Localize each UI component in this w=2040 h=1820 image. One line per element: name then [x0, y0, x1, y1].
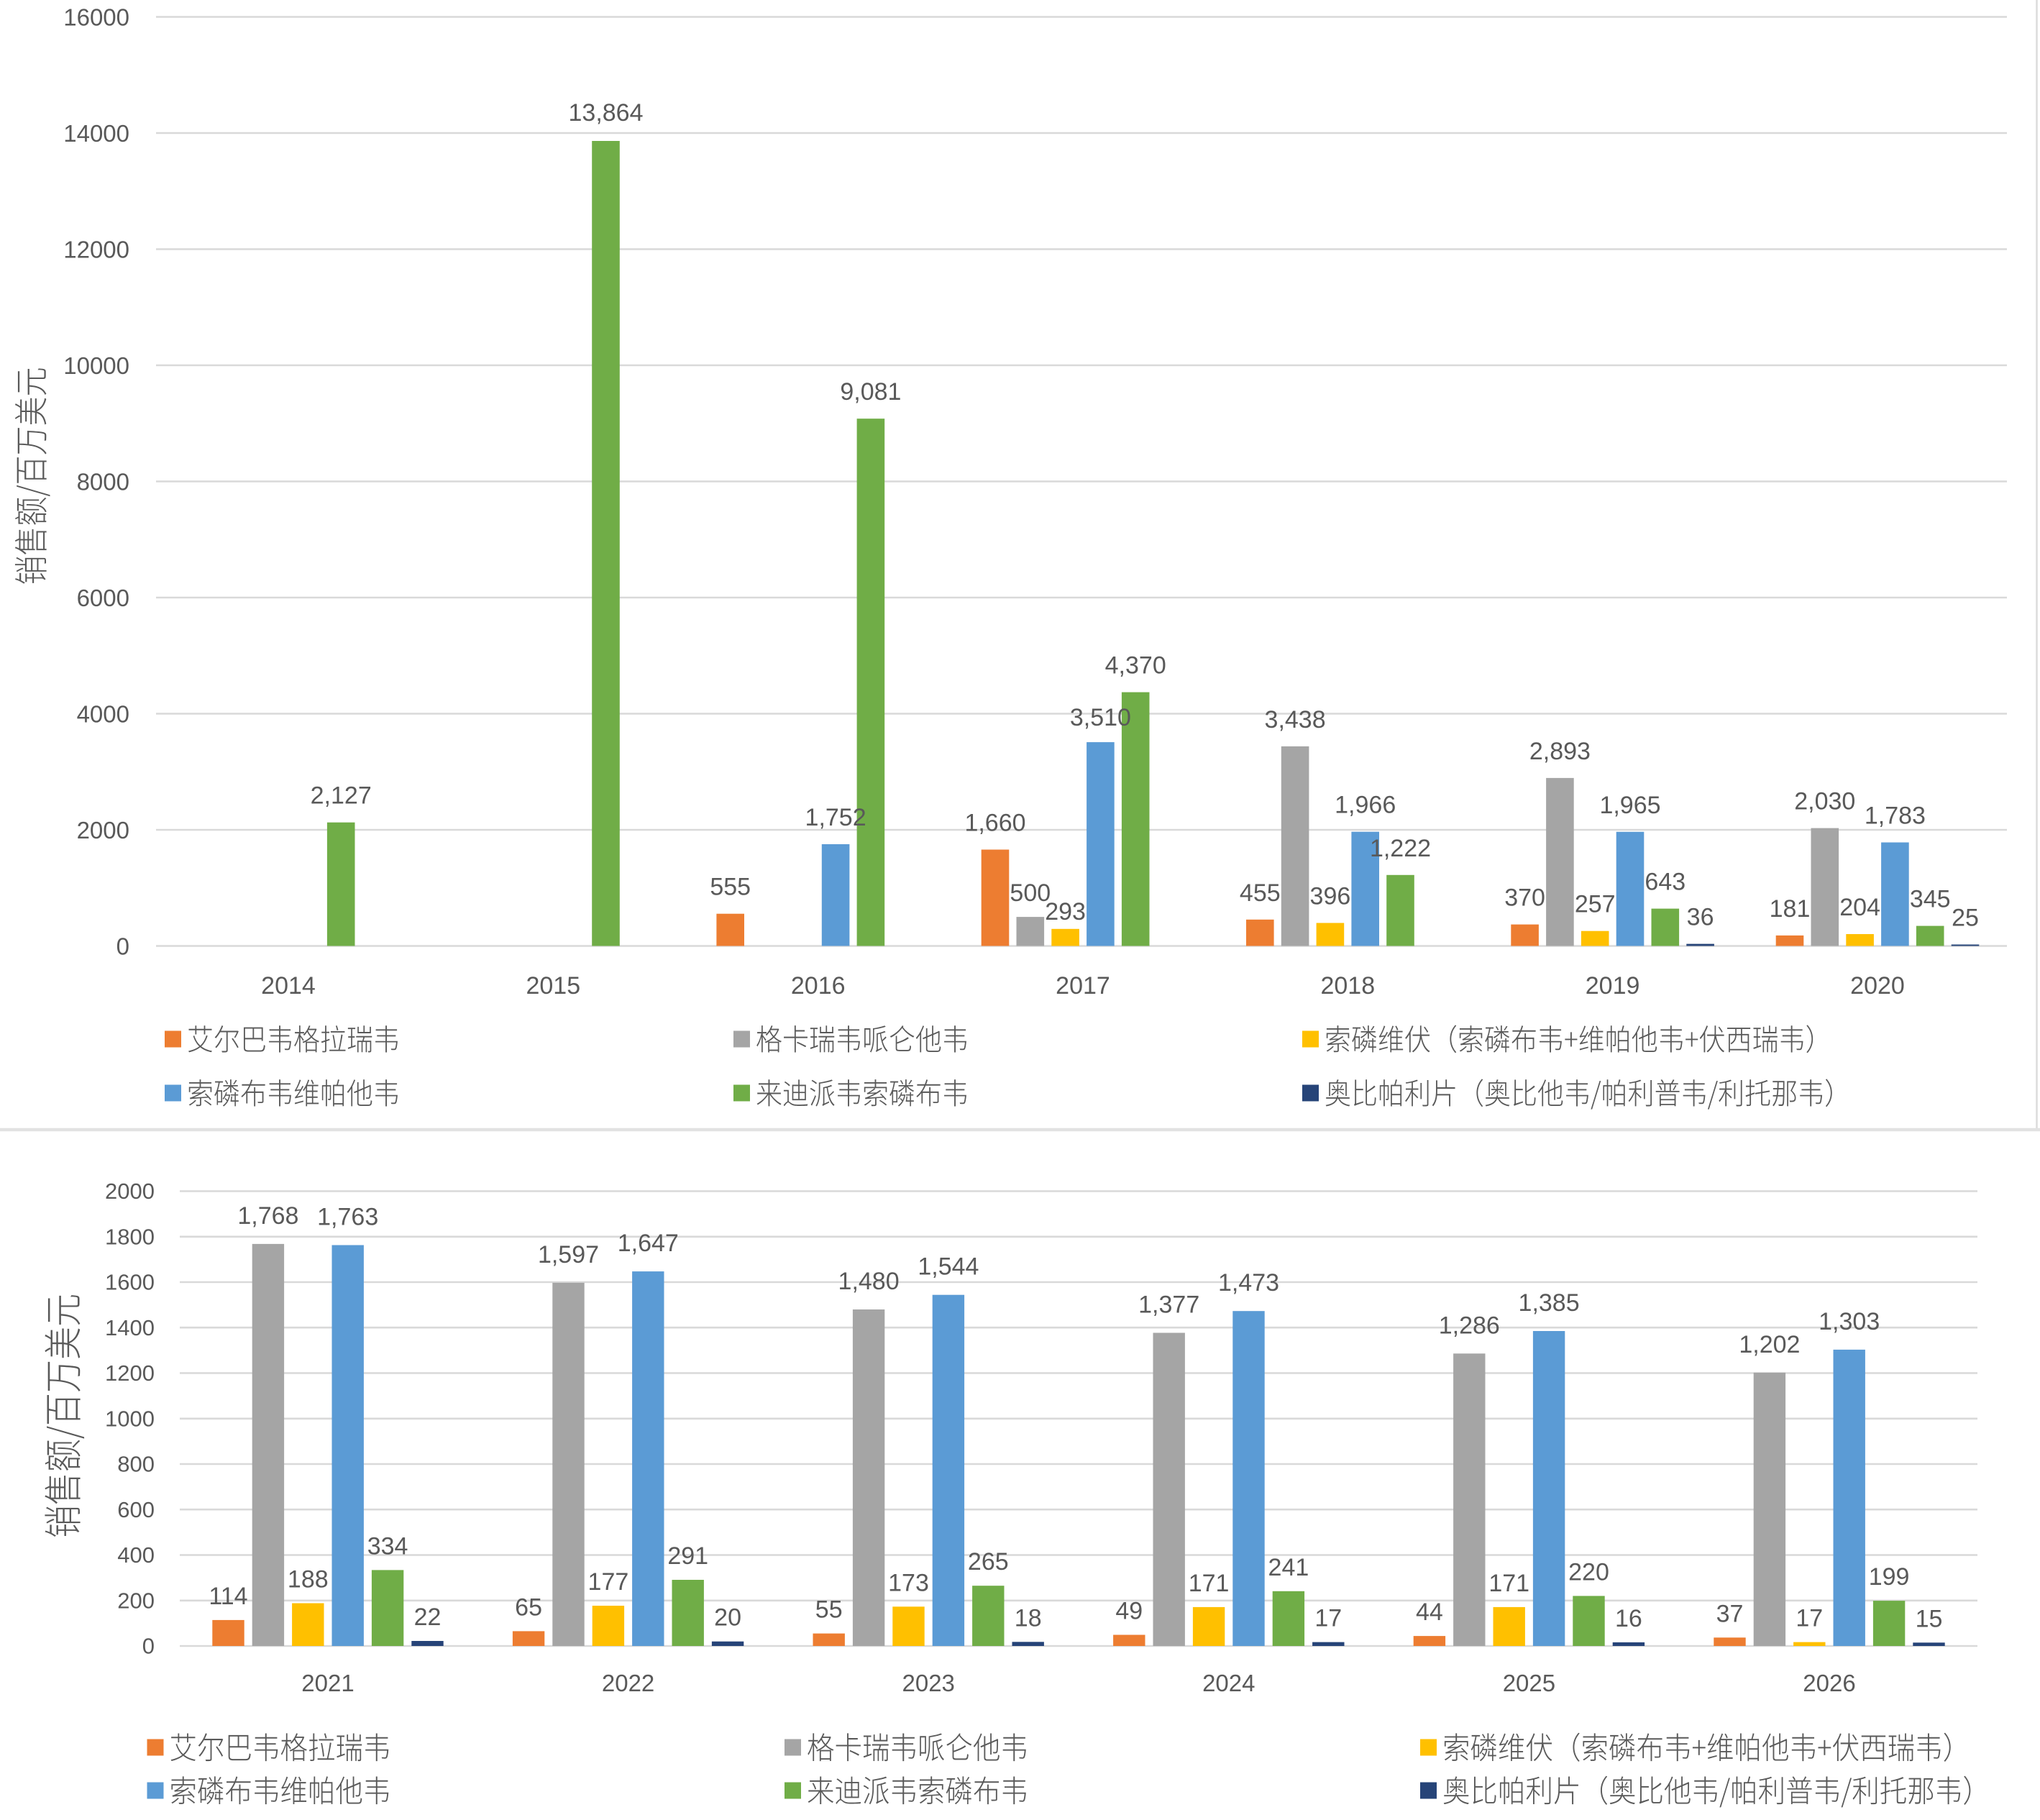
- svg-text:2023: 2023: [902, 1670, 954, 1696]
- svg-text:55: 55: [815, 1596, 843, 1624]
- svg-text:49: 49: [1115, 1598, 1143, 1625]
- svg-text:1,965: 1,965: [1599, 792, 1660, 819]
- svg-text:18: 18: [1015, 1604, 1042, 1632]
- svg-text:8000: 8000: [77, 469, 129, 495]
- svg-text:2016: 2016: [791, 972, 846, 1000]
- svg-text:1,647: 1,647: [618, 1230, 679, 1257]
- svg-text:396: 396: [1310, 883, 1351, 910]
- svg-text:2000: 2000: [77, 817, 129, 843]
- svg-text:1,597: 1,597: [538, 1241, 599, 1268]
- svg-text:1,480: 1,480: [838, 1268, 900, 1295]
- svg-text:800: 800: [117, 1452, 155, 1477]
- svg-text:0: 0: [116, 933, 129, 960]
- svg-text:1,222: 1,222: [1370, 835, 1431, 862]
- svg-text:12000: 12000: [63, 237, 129, 263]
- svg-text:2024: 2024: [1202, 1670, 1255, 1696]
- svg-text:1,544: 1,544: [918, 1253, 979, 1281]
- svg-text:173: 173: [888, 1569, 929, 1596]
- svg-text:2026: 2026: [1803, 1670, 1855, 1696]
- svg-text:16000: 16000: [63, 4, 129, 31]
- svg-text:2014: 2014: [261, 972, 316, 1000]
- svg-text:241: 241: [1268, 1554, 1309, 1581]
- svg-text:455: 455: [1240, 879, 1281, 907]
- svg-text:36: 36: [1687, 904, 1714, 931]
- svg-text:181: 181: [1770, 895, 1811, 923]
- svg-text:555: 555: [710, 874, 751, 901]
- svg-text:291: 291: [667, 1542, 708, 1570]
- svg-text:1200: 1200: [105, 1361, 155, 1386]
- svg-text:16: 16: [1615, 1605, 1642, 1632]
- svg-text:2017: 2017: [1056, 972, 1110, 1000]
- svg-text:2018: 2018: [1320, 972, 1375, 1000]
- svg-text:1,303: 1,303: [1819, 1308, 1880, 1335]
- svg-text:1,783: 1,783: [1865, 802, 1926, 830]
- svg-text:2019: 2019: [1586, 972, 1640, 1000]
- svg-text:20: 20: [714, 1604, 741, 1632]
- svg-text:1400: 1400: [105, 1315, 155, 1340]
- svg-text:14000: 14000: [63, 120, 129, 147]
- svg-text:6000: 6000: [77, 585, 129, 611]
- svg-text:171: 171: [1189, 1570, 1230, 1597]
- svg-text:65: 65: [515, 1593, 542, 1621]
- svg-text:15: 15: [1916, 1605, 1943, 1632]
- svg-text:2,127: 2,127: [311, 782, 372, 810]
- svg-text:1800: 1800: [105, 1225, 155, 1250]
- svg-text:1,660: 1,660: [964, 810, 1025, 837]
- svg-text:1,473: 1,473: [1218, 1269, 1279, 1297]
- svg-text:177: 177: [588, 1568, 629, 1596]
- svg-text:171: 171: [1488, 1570, 1529, 1597]
- svg-text:257: 257: [1575, 891, 1616, 918]
- svg-text:643: 643: [1645, 869, 1685, 896]
- svg-text:1000: 1000: [105, 1407, 155, 1432]
- svg-text:1,752: 1,752: [805, 804, 866, 831]
- svg-text:1,377: 1,377: [1138, 1291, 1199, 1319]
- svg-text:22: 22: [414, 1604, 442, 1631]
- svg-text:1,763: 1,763: [317, 1204, 378, 1231]
- svg-text:44: 44: [1416, 1599, 1443, 1626]
- svg-text:17: 17: [1314, 1605, 1342, 1632]
- svg-text:37: 37: [1716, 1600, 1744, 1627]
- svg-text:17: 17: [1796, 1605, 1823, 1632]
- svg-text:1600: 1600: [105, 1270, 155, 1295]
- svg-text:600: 600: [117, 1497, 155, 1522]
- svg-text:2021: 2021: [301, 1670, 354, 1696]
- svg-text:10000: 10000: [63, 352, 129, 379]
- svg-text:370: 370: [1504, 884, 1545, 912]
- svg-text:4,370: 4,370: [1105, 652, 1166, 680]
- svg-text:2025: 2025: [1503, 1670, 1555, 1696]
- svg-text:204: 204: [1839, 894, 1880, 921]
- svg-text:3,438: 3,438: [1265, 706, 1326, 733]
- svg-text:188: 188: [288, 1566, 329, 1593]
- svg-text:265: 265: [968, 1548, 1009, 1576]
- svg-text:13,864: 13,864: [569, 99, 644, 127]
- svg-text:2020: 2020: [1850, 972, 1905, 1000]
- svg-text:1,768: 1,768: [237, 1202, 298, 1230]
- svg-text:25: 25: [1952, 905, 1979, 932]
- svg-text:2022: 2022: [602, 1670, 654, 1696]
- svg-text:9,081: 9,081: [840, 378, 901, 406]
- svg-text:2,030: 2,030: [1794, 788, 1855, 815]
- svg-text:400: 400: [117, 1542, 155, 1568]
- svg-text:3,510: 3,510: [1070, 704, 1131, 731]
- svg-text:220: 220: [1568, 1558, 1609, 1586]
- svg-text:1,286: 1,286: [1439, 1312, 1500, 1339]
- svg-text:199: 199: [1869, 1563, 1910, 1591]
- svg-text:1,385: 1,385: [1519, 1289, 1580, 1317]
- svg-text:0: 0: [142, 1634, 155, 1659]
- svg-text:2,893: 2,893: [1529, 738, 1591, 765]
- svg-text:334: 334: [367, 1532, 408, 1560]
- svg-text:200: 200: [117, 1588, 155, 1613]
- svg-text:345: 345: [1910, 886, 1951, 913]
- svg-text:293: 293: [1045, 898, 1086, 925]
- svg-text:1,202: 1,202: [1739, 1331, 1800, 1358]
- svg-text:4000: 4000: [77, 701, 129, 728]
- svg-text:2000: 2000: [105, 1179, 155, 1204]
- svg-text:114: 114: [209, 1583, 247, 1610]
- svg-text:500: 500: [1010, 879, 1051, 907]
- svg-text:2015: 2015: [526, 972, 580, 1000]
- svg-text:1,966: 1,966: [1335, 792, 1396, 819]
